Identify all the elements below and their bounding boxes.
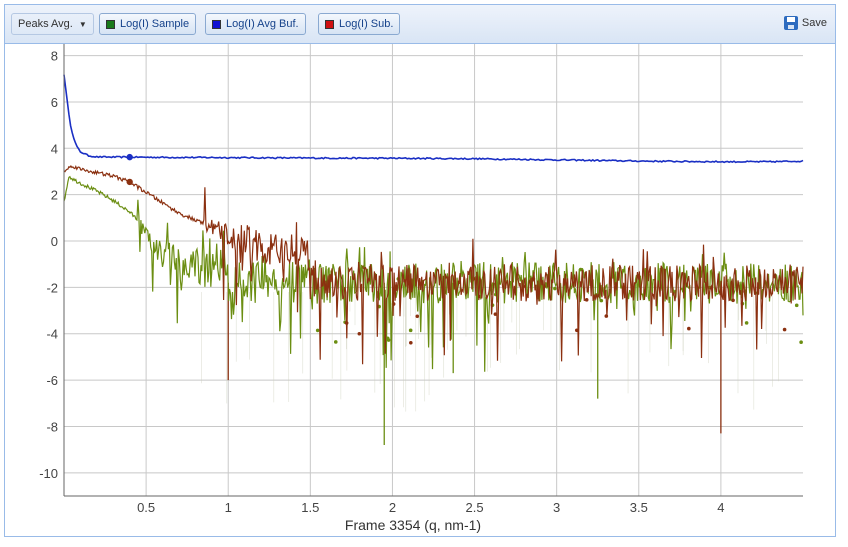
x-tick-label: 3	[553, 500, 560, 515]
toggle-avg-buf-button[interactable]: Log(I) Avg Buf.	[205, 13, 306, 35]
x-tick-label: 4	[717, 500, 724, 515]
y-tick-label: 4	[51, 141, 58, 156]
y-tick-label: -8	[46, 419, 58, 434]
sample-swatch-icon	[106, 19, 115, 29]
y-tick-label: 8	[51, 49, 58, 64]
noise-dot	[333, 340, 338, 344]
noise-dot	[799, 340, 803, 345]
x-tick-label: 1	[225, 500, 232, 515]
avg-buf-swatch-icon	[212, 19, 221, 29]
y-tick-label: -6	[46, 373, 58, 388]
y-tick-label: 2	[51, 188, 58, 203]
peaks-avg-label: Peaks Avg.	[18, 18, 73, 30]
axes: 0.5 1 1.5 2 2.5 3 3.5 4 8 6 4 2 0 -2 -4 -6 -8 -10	[39, 44, 803, 515]
series-lines	[63, 74, 804, 372]
x-tick-label: 1.5	[301, 500, 319, 515]
noise-dot	[493, 312, 498, 316]
toggle-sample-button[interactable]: Log(I) Sample	[99, 13, 197, 35]
noise-dot	[386, 338, 391, 342]
chevron-down-icon: ▼	[78, 19, 87, 29]
series-line-avg-buf	[63, 74, 804, 164]
noise-dot	[794, 303, 799, 308]
series-line-sub	[63, 164, 804, 365]
y-tick-label: -10	[39, 466, 58, 481]
save-label: Save	[801, 17, 827, 29]
x-tick-label: 0.5	[137, 500, 155, 515]
noise-dot	[357, 331, 362, 336]
peaks-avg-dropdown[interactable]: Peaks Avg. ▼	[11, 13, 94, 35]
noise-dot	[408, 328, 413, 333]
x-axis-label: Frame 3354 (q, nm-1)	[345, 517, 481, 533]
x-tick-label: 2	[389, 500, 396, 515]
y-tick-label: -2	[46, 280, 58, 295]
noise-dot	[782, 327, 787, 332]
save-disk-icon	[783, 16, 798, 30]
avg-buf-label: Log(I) Avg Buf.	[226, 18, 299, 30]
x-tick-label: 3.5	[630, 500, 648, 515]
sub-swatch-icon	[325, 19, 334, 29]
noise-dot	[744, 321, 749, 325]
series-marker	[126, 178, 133, 186]
series-line-sample	[63, 175, 804, 372]
toggle-sub-button[interactable]: Log(I) Sub.	[318, 13, 401, 35]
y-tick-label: 6	[51, 95, 58, 110]
sub-label: Log(I) Sub.	[339, 18, 394, 30]
noise-dot	[687, 326, 691, 331]
noise-dot	[731, 298, 735, 303]
save-button[interactable]: Save	[783, 16, 827, 30]
noise-dot	[315, 328, 320, 333]
noise-dot	[409, 340, 413, 345]
y-tick-label: -4	[46, 327, 58, 342]
sample-label: Log(I) Sample	[120, 18, 190, 30]
noise-dot	[584, 298, 589, 302]
x-tick-label: 2.5	[466, 500, 484, 515]
series-marker	[126, 153, 133, 161]
noise-dot	[553, 286, 557, 291]
noise-dot	[415, 314, 420, 319]
y-tick-label: 0	[51, 234, 58, 249]
chart-toolbar: Peaks Avg. ▼ Log(I) Sample Log(I) Avg Bu…	[5, 5, 835, 44]
